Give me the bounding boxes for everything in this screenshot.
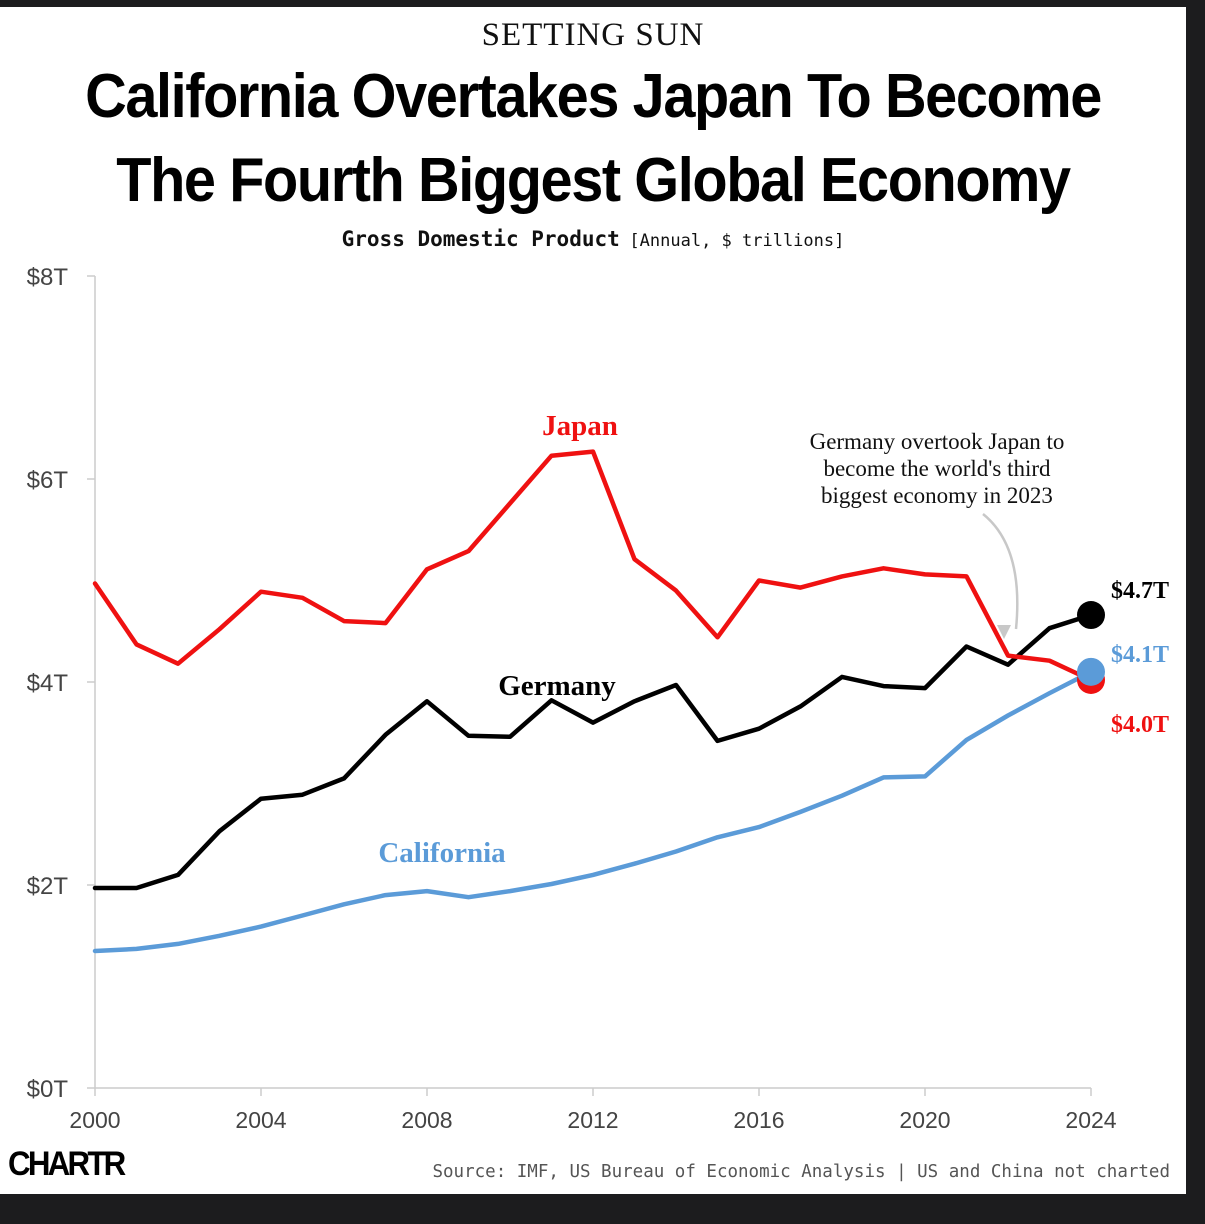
series-line-japan <box>92 449 1094 683</box>
x-tick-label: 2004 <box>235 1107 286 1133</box>
chart-card: SETTING SUN California Overtakes Japan T… <box>0 7 1186 1194</box>
x-tick-label: 2000 <box>69 1107 120 1133</box>
series-labels: California $4.1T Germany $4.7T Japan $4.0T <box>378 410 1169 869</box>
end-point-california <box>1077 657 1105 686</box>
annotation-arrow <box>982 513 1019 630</box>
end-value-japan: $4.0T <box>1111 712 1169 738</box>
series-line-california <box>92 669 1094 954</box>
subtitle-measure: Gross Domestic Product <box>341 227 620 251</box>
y-tick-label: $2T <box>27 873 69 900</box>
axes: $0T $2T $4T $6T $8T 2000 2004 2008 2012 2016 2020 2… <box>27 264 1117 1133</box>
series-name-germany: Germany <box>498 670 616 702</box>
subtitle-unit: [Annual, $ trillions] <box>629 231 845 251</box>
series-line-germany <box>92 612 1094 891</box>
annotation-text: Germany overtook Japan to <box>810 429 1065 454</box>
y-tick-label: $0T <box>27 1076 69 1103</box>
end-value-germany: $4.7T <box>1111 578 1169 604</box>
x-tick-label: 2020 <box>899 1107 950 1133</box>
chart-subtitle: Gross Domestic Product [Annual, $ trilli… <box>0 227 1186 251</box>
line-chart: $0T $2T $4T $6T $8T 2000 2004 2008 2012 2016 2020 2… <box>27 264 1169 1133</box>
y-tick-label: $4T <box>27 670 69 697</box>
y-tick-label: $8T <box>27 264 69 291</box>
source-note: Source: IMF, US Bureau of Economic Analy… <box>432 1162 1170 1182</box>
kicker: SETTING SUN <box>481 17 705 53</box>
chartr-logo: CHARTR <box>8 1145 126 1183</box>
headline: California Overtakes Japan To Become The… <box>85 62 1102 215</box>
annotation-text: become the world's third <box>823 456 1051 481</box>
series-lines <box>92 449 1105 954</box>
end-point-germany <box>1077 601 1105 630</box>
series-name-japan: Japan <box>542 410 618 442</box>
x-tick-label: 2024 <box>1065 1107 1116 1133</box>
annotation-text: biggest economy in 2023 <box>821 483 1053 508</box>
x-tick-label: 2016 <box>733 1107 784 1133</box>
series-name-california: California <box>378 837 506 869</box>
x-tick-label: 2012 <box>567 1107 618 1133</box>
y-tick-label: $6T <box>27 467 69 494</box>
annotation-arrowhead <box>997 625 1011 639</box>
end-value-california: $4.1T <box>1111 642 1169 668</box>
x-tick-label: 2008 <box>401 1107 452 1133</box>
